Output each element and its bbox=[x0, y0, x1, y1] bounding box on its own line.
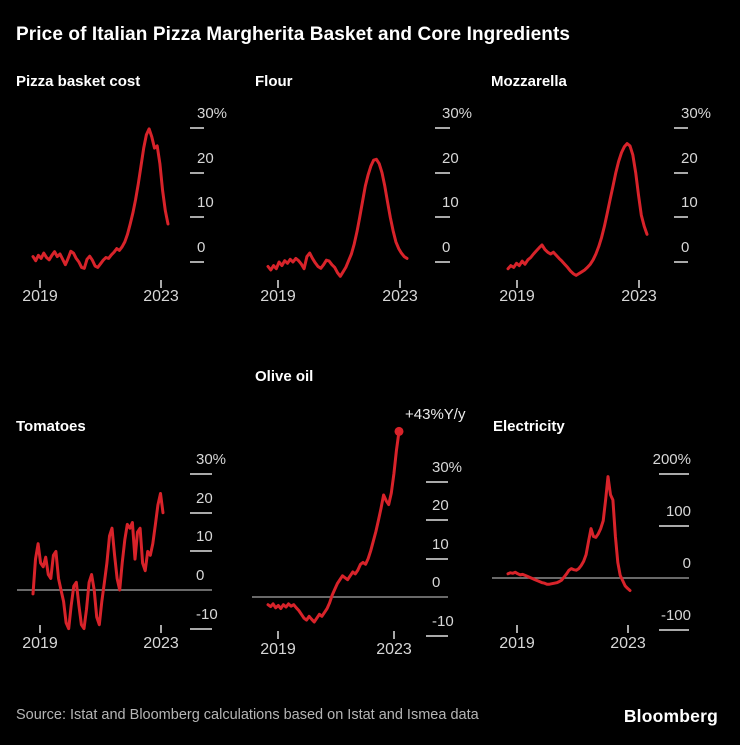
flour-y-tick bbox=[435, 127, 450, 129]
tomatoes-y-tick-label: 0 bbox=[196, 567, 205, 584]
olive-oil-x-tick-label: 2023 bbox=[376, 641, 412, 658]
olive-oil-end-dot bbox=[394, 426, 404, 436]
pizza-basket-cost-y-tick-label: 0 bbox=[197, 239, 206, 256]
pizza-basket-cost-x-tick bbox=[39, 280, 41, 288]
tomatoes-y-tick bbox=[190, 627, 212, 630]
mozzarella-series-line bbox=[506, 142, 649, 277]
tomatoes-y-tick-label: -10 bbox=[196, 605, 218, 623]
olive-oil-y-tick-label: 20 bbox=[432, 497, 449, 514]
chart-title-olive-oil: Olive oil bbox=[255, 368, 314, 385]
tomatoes-y-tick bbox=[190, 473, 212, 476]
electricity-y-tick-label: 100 bbox=[665, 503, 691, 520]
tomatoes-y-tick-label: 30% bbox=[196, 451, 227, 469]
flour-x-tick-label: 2023 bbox=[382, 288, 418, 305]
electricity-x-tick bbox=[627, 625, 629, 633]
mozzarella-y-tick bbox=[674, 216, 688, 219]
chart-title-mozzarella: Mozzarella bbox=[491, 73, 567, 90]
pizza-basket-cost-x-tick-label: 2023 bbox=[143, 288, 179, 305]
pizza-basket-cost-y-tick bbox=[190, 216, 204, 219]
olive-oil-x-tick bbox=[393, 631, 395, 639]
olive-oil-y-tick-label: 30% bbox=[432, 458, 463, 476]
electricity-y-tick-label: -100 bbox=[660, 607, 691, 624]
mozzarella-y-tick-label: 10 bbox=[681, 194, 698, 212]
mozzarella-x-tick-label: 2023 bbox=[621, 288, 657, 305]
pizza-basket-cost-series-line bbox=[31, 127, 170, 270]
chart-title-pizza-basket-cost: Pizza basket cost bbox=[16, 73, 141, 90]
olive-oil-series-line bbox=[266, 429, 401, 624]
source-note: Source: Istat and Bloomberg calculations… bbox=[16, 707, 479, 723]
olive-oil-y-tick-label: 0 bbox=[432, 574, 441, 591]
flour-y-tick bbox=[435, 216, 450, 219]
olive-oil-y-tick bbox=[426, 634, 448, 637]
tomatoes-x-tick-label: 2019 bbox=[22, 635, 58, 652]
pizza-basket-cost-y-tick bbox=[190, 171, 204, 174]
chart-title-tomatoes: Tomatoes bbox=[16, 418, 86, 435]
flour-y-tick-label: 10 bbox=[442, 194, 459, 212]
pizza-basket-cost-x-tick bbox=[160, 280, 162, 288]
flour-y-tick bbox=[435, 261, 450, 263]
olive-oil-x-tick bbox=[277, 631, 279, 639]
olive-oil-y-tick bbox=[426, 557, 448, 560]
electricity-y-tick bbox=[659, 473, 689, 475]
electricity-series-line bbox=[506, 475, 632, 592]
tomatoes-y-tick bbox=[190, 550, 212, 553]
mozzarella-y-tick bbox=[674, 127, 688, 129]
tomatoes-x-tick-label: 2023 bbox=[143, 635, 179, 652]
chart-title-electricity: Electricity bbox=[493, 418, 565, 435]
tomatoes-series-line bbox=[31, 492, 165, 631]
mozzarella-x-tick bbox=[516, 280, 518, 288]
pizza-basket-cost-y-tick-label: 10 bbox=[197, 194, 214, 212]
flour-y-tick-label: 30% bbox=[442, 105, 473, 122]
electricity-y-tick-label: 200% bbox=[652, 451, 691, 468]
mozzarella-x-tick-label: 2019 bbox=[499, 288, 535, 305]
electricity-x-tick-label: 2023 bbox=[610, 635, 646, 652]
pizza-basket-cost-y-tick-label: 20 bbox=[197, 149, 214, 167]
electricity-y-tick-label: 0 bbox=[682, 555, 691, 572]
bloomberg-logo: Bloomberg bbox=[623, 706, 718, 726]
flour-x-tick-label: 2019 bbox=[260, 288, 296, 305]
mozzarella-y-tick-label: 30% bbox=[681, 105, 712, 122]
pizza-basket-cost-y-tick-label: 30% bbox=[197, 105, 228, 122]
olive-oil-y-tick-label: -10 bbox=[432, 612, 454, 630]
olive-oil-x-tick-label: 2019 bbox=[260, 641, 296, 658]
page-title: Price of Italian Pizza Margherita Basket… bbox=[16, 24, 571, 45]
chart-title-flour: Flour bbox=[255, 73, 293, 90]
pizza-basket-cost-y-tick bbox=[190, 127, 204, 129]
flour-y-tick-label: 0 bbox=[442, 239, 451, 256]
mozzarella-y-tick bbox=[674, 261, 688, 263]
olive-oil-y-tick-label: 10 bbox=[432, 535, 449, 553]
tomatoes-y-tick-label: 20 bbox=[196, 489, 213, 507]
pizza-basket-cost-y-tick bbox=[190, 261, 204, 263]
olive-oil-y-tick bbox=[426, 480, 448, 483]
flour-x-tick bbox=[399, 280, 401, 288]
tomatoes-x-tick bbox=[39, 625, 41, 633]
mozzarella-y-tick bbox=[674, 171, 688, 174]
tomatoes-y-tick-label: 10 bbox=[196, 528, 213, 546]
tomatoes-y-tick bbox=[190, 511, 212, 514]
mozzarella-x-tick bbox=[638, 280, 640, 288]
mozzarella-y-tick-label: 20 bbox=[681, 149, 698, 167]
electricity-x-tick bbox=[516, 625, 518, 633]
tomatoes-x-tick bbox=[160, 625, 162, 633]
olive-oil-latest-value-annotation: +43%Y/y bbox=[405, 406, 466, 423]
olive-oil-y-tick bbox=[426, 519, 448, 521]
flour-series-line bbox=[266, 157, 409, 278]
electricity-y-tick bbox=[659, 525, 689, 527]
electricity-y-tick bbox=[659, 629, 689, 631]
pizza-basket-cost-x-tick-label: 2019 bbox=[22, 288, 58, 305]
electricity-x-tick-label: 2019 bbox=[499, 635, 535, 652]
flour-y-tick-label: 20 bbox=[442, 149, 459, 167]
mozzarella-y-tick-label: 0 bbox=[681, 239, 690, 256]
flour-x-tick bbox=[277, 280, 279, 288]
flour-y-tick bbox=[435, 171, 450, 174]
